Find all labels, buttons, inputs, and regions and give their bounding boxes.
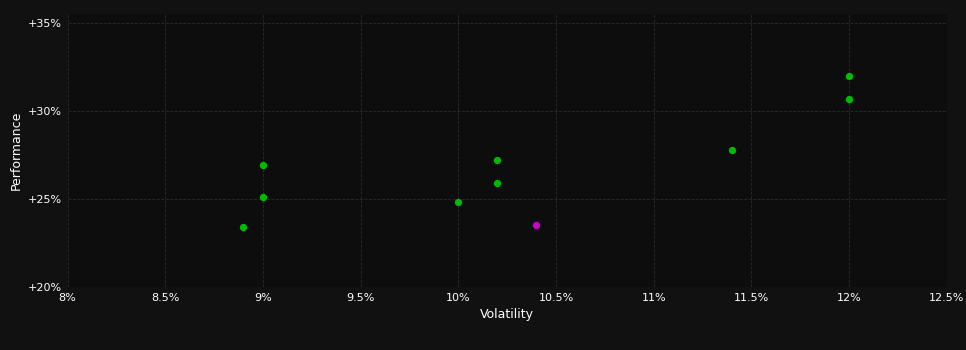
Point <box>841 96 857 101</box>
Y-axis label: Performance: Performance <box>10 111 22 190</box>
Point <box>841 73 857 78</box>
Point <box>255 194 270 200</box>
Point <box>724 147 740 152</box>
Point <box>490 180 505 186</box>
Point <box>255 163 270 168</box>
Point <box>490 158 505 163</box>
Point <box>236 224 251 230</box>
X-axis label: Volatility: Volatility <box>480 308 534 321</box>
Point <box>528 223 544 228</box>
Point <box>450 199 466 205</box>
